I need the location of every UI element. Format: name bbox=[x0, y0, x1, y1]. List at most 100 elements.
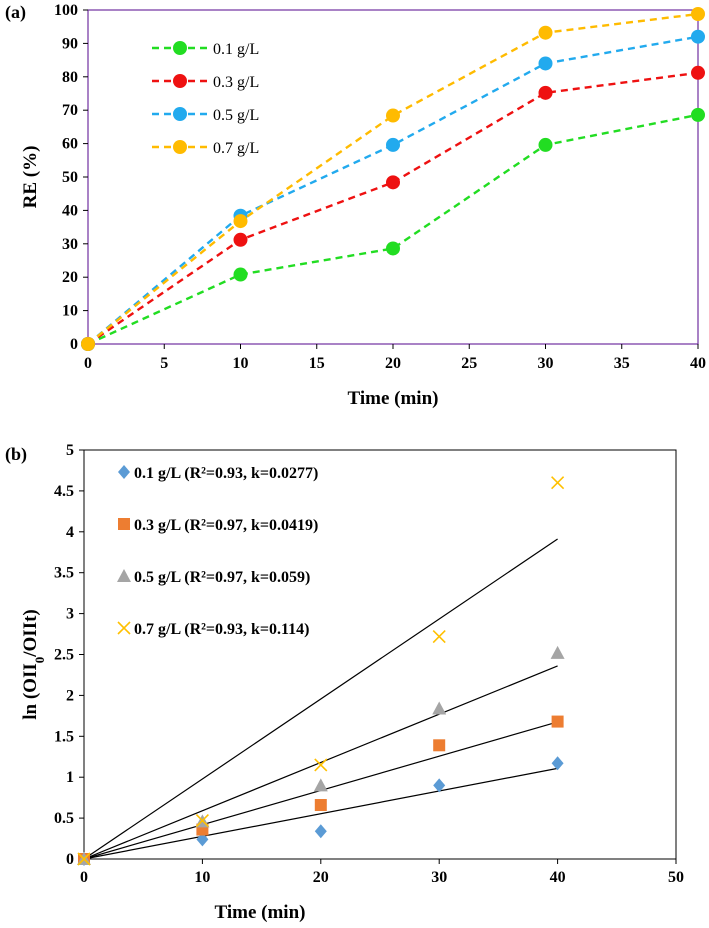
x-axis-label: Time (min) bbox=[215, 902, 306, 923]
y-tick-label: 20 bbox=[62, 269, 78, 286]
chart-b: (b)00.511.522.533.544.550 10 20 30 40 50Time … bbox=[5, 442, 684, 923]
data-point bbox=[117, 621, 131, 635]
data-point bbox=[433, 739, 446, 752]
x-tick-label: 0 bbox=[80, 869, 88, 886]
legend-label: 0.3 g/L bbox=[213, 74, 259, 91]
data-point bbox=[118, 465, 130, 479]
data-point bbox=[81, 337, 95, 351]
legend-label: 0.7 g/L (R²=0.93, k=0.114) bbox=[134, 621, 310, 638]
y-tick-label: 0 bbox=[70, 336, 78, 353]
data-point bbox=[691, 107, 705, 122]
y-tick-label: 5 bbox=[66, 442, 74, 459]
data-point bbox=[314, 758, 328, 772]
x-tick-label: 35 bbox=[614, 355, 630, 372]
data-point bbox=[551, 715, 564, 728]
data-point bbox=[233, 214, 248, 229]
y-tick-label: 0 bbox=[66, 851, 74, 868]
x-axis-label: Time (min) bbox=[348, 388, 439, 409]
x-tick-label: 15 bbox=[309, 355, 325, 372]
data-point bbox=[691, 29, 705, 44]
x-tick-label: 5 bbox=[160, 355, 168, 372]
y-tick-label: 0.5 bbox=[54, 810, 74, 827]
x-tick-label: 10 bbox=[194, 869, 210, 886]
data-point bbox=[233, 267, 248, 282]
data-point bbox=[538, 137, 553, 152]
data-point bbox=[432, 629, 446, 644]
x-tick-label: 30 bbox=[431, 869, 447, 886]
y-axis-label: RE (%) bbox=[20, 146, 41, 209]
y-axis-label: ln (OII0/OIIt) bbox=[20, 609, 47, 720]
x-tick-label: 40 bbox=[550, 869, 566, 886]
data-point bbox=[538, 25, 553, 40]
y-tick-label: 1 bbox=[66, 769, 74, 786]
trendline-4 bbox=[83, 538, 558, 860]
data-point bbox=[550, 645, 565, 659]
y-tick-label: 40 bbox=[62, 202, 78, 219]
data-point bbox=[77, 852, 91, 866]
y-tick-label: 4 bbox=[66, 524, 74, 541]
legend-label: 0.7 g/L bbox=[213, 140, 259, 157]
y-tick-label: 60 bbox=[62, 136, 78, 153]
trendline-1 bbox=[83, 767, 558, 860]
series-line-1 bbox=[87, 113, 699, 346]
legend-marker bbox=[173, 107, 187, 121]
data-point bbox=[117, 569, 131, 582]
x-tick-label: 25 bbox=[461, 355, 477, 372]
y-tick-label: 2 bbox=[66, 687, 74, 704]
data-point bbox=[118, 518, 130, 530]
y-tick-label: 4.5 bbox=[54, 483, 74, 500]
data-point bbox=[314, 824, 327, 839]
data-point bbox=[432, 701, 447, 715]
y-tick-label: 90 bbox=[62, 35, 78, 52]
y-axis-label-main: ln (OII bbox=[20, 663, 41, 720]
series-line-4 bbox=[87, 12, 699, 345]
y-tick-label: 3 bbox=[66, 606, 74, 623]
series-line-2 bbox=[87, 71, 699, 345]
y-tick-label: 10 bbox=[62, 303, 78, 320]
data-point bbox=[314, 799, 327, 812]
data-point bbox=[386, 241, 400, 256]
x-tick-label: 30 bbox=[538, 355, 554, 372]
data-point bbox=[691, 7, 705, 22]
y-tick-label: 2.5 bbox=[54, 647, 74, 664]
data-point bbox=[691, 65, 705, 80]
y-tick-label: 70 bbox=[62, 102, 78, 119]
data-point bbox=[386, 137, 400, 152]
legend-label: 0.5 g/L bbox=[213, 107, 259, 124]
y-axis-label-tail: /OIIt) bbox=[20, 609, 41, 658]
data-point bbox=[386, 175, 400, 190]
trendline-3 bbox=[83, 665, 558, 860]
legend-label: 0.1 g/L (R²=0.93, k=0.0277) bbox=[134, 465, 318, 482]
data-point bbox=[538, 56, 553, 71]
data-point bbox=[233, 232, 248, 247]
panel-label-b: (b) bbox=[5, 444, 27, 465]
legend-marker bbox=[173, 140, 187, 154]
y-axis-label-sub: 0 bbox=[32, 657, 47, 664]
data-point bbox=[195, 813, 209, 828]
legend-label: 0.5 g/L (R²=0.97, k=0.059) bbox=[134, 569, 310, 586]
data-point bbox=[538, 85, 553, 100]
y-tick-label: 80 bbox=[62, 69, 78, 86]
x-tick-label: 0 bbox=[84, 355, 92, 372]
y-tick-label: 50 bbox=[62, 169, 78, 186]
data-point bbox=[433, 778, 446, 793]
data-point bbox=[551, 476, 565, 490]
x-tick-label: 10 bbox=[233, 355, 249, 372]
legend-marker bbox=[173, 74, 187, 88]
data-point bbox=[196, 832, 209, 847]
y-tick-label: 30 bbox=[62, 236, 78, 253]
panel-label-a: (a) bbox=[5, 2, 26, 23]
chart-a: (a) 0 10 20 30 40 50 60 70 80 90 100 0 5 10 15 20 25 30 35 4… bbox=[5, 2, 706, 409]
data-point bbox=[551, 756, 564, 771]
x-tick-label: 50 bbox=[668, 869, 684, 886]
y-tick-label: 3.5 bbox=[54, 565, 74, 582]
data-point bbox=[386, 108, 400, 123]
series-line-3 bbox=[87, 35, 699, 345]
legend-label: 0.1 g/L bbox=[213, 41, 259, 58]
x-tick-label: 40 bbox=[690, 355, 706, 372]
plot-frame bbox=[83, 449, 677, 860]
x-tick-label: 20 bbox=[313, 869, 329, 886]
y-tick-label: 1.5 bbox=[54, 728, 74, 745]
data-point bbox=[313, 778, 328, 792]
